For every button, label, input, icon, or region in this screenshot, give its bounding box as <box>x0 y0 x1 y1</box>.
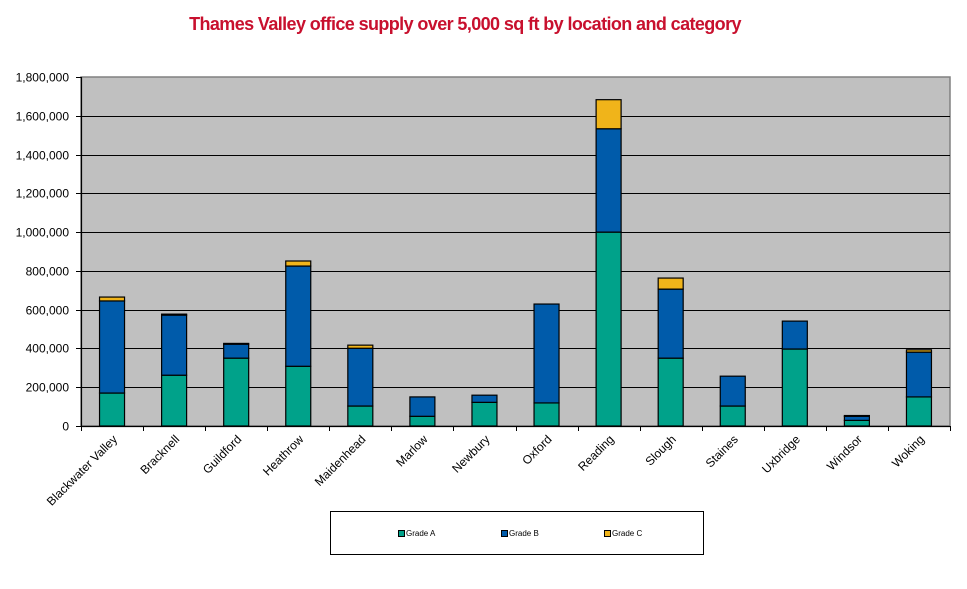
y-tick-label: 1,600,000 <box>16 110 70 124</box>
x-tick-label: Guildford <box>200 432 244 476</box>
bar-segment <box>719 375 746 407</box>
bar-segment <box>285 260 312 267</box>
gridlines <box>81 116 950 388</box>
x-tick-label: Uxbridge <box>759 432 803 476</box>
bar-segment <box>719 405 746 427</box>
bar-segment <box>905 396 933 427</box>
legend-swatch-grade-b <box>501 530 508 537</box>
bar-segment <box>781 348 808 427</box>
y-tick-label: 1,000,000 <box>16 226 70 240</box>
x-tick-label: Windsor <box>824 432 865 473</box>
legend-item-grade-a: Grade A <box>398 529 435 538</box>
bar-segment <box>595 99 622 130</box>
y-axis-ticks: 0 200,000 400,000 600,000 800,000 1,000,000 1,… <box>16 71 81 434</box>
bar-segment <box>409 415 436 427</box>
legend-item-grade-c: Grade C <box>604 529 642 538</box>
bar-segment <box>98 392 126 427</box>
bar-segment <box>285 365 312 427</box>
y-tick-label: 800,000 <box>26 265 70 279</box>
bar-segment <box>98 300 126 394</box>
legend-swatch-grade-c <box>604 530 611 537</box>
legend: Grade A Grade B Grade C <box>330 511 704 555</box>
x-tick-label: Blackwater Valley <box>44 432 120 508</box>
y-tick-label: 0 <box>62 420 69 434</box>
bar-segment <box>657 288 684 359</box>
x-tick-label: Marlow <box>393 432 430 469</box>
x-tick-label: Bracknell <box>137 432 182 477</box>
bar-segment <box>533 402 560 427</box>
x-tick-label: Oxford <box>519 432 554 467</box>
bar-segment <box>657 357 684 427</box>
y-tick-label: 1,200,000 <box>16 187 70 201</box>
y-tick-label: 400,000 <box>26 342 70 356</box>
bar-segment <box>347 347 374 407</box>
axes <box>80 77 950 428</box>
bar-segment <box>843 414 870 417</box>
x-tick-label: Heathrow <box>260 432 306 478</box>
x-axis-ticks: Blackwater Valley Bracknell Guildford Heath… <box>44 426 951 508</box>
bar-segment <box>781 320 808 350</box>
legend-label: Grade B <box>509 529 539 538</box>
y-tick-label: 1,400,000 <box>16 149 70 163</box>
bar-segment <box>843 415 870 421</box>
x-tick-label: Reading <box>575 432 617 474</box>
bar-segment <box>161 374 188 427</box>
bar-segment <box>595 128 622 233</box>
bar-segment <box>161 314 188 376</box>
chart-title: Thames Valley office supply over 5,000 s… <box>189 14 741 34</box>
bar-segment <box>843 419 870 427</box>
bar-segment <box>657 277 684 290</box>
bar-segment <box>223 357 250 427</box>
bar-segment <box>471 394 498 403</box>
bar-segment <box>347 344 374 349</box>
bar-series <box>98 99 933 427</box>
bar-segment <box>905 349 933 353</box>
y-tick-label: 200,000 <box>26 381 70 395</box>
bar-segment <box>471 401 498 427</box>
bar-segment <box>223 342 250 345</box>
x-tick-label: Maidenhead <box>312 432 369 489</box>
legend-label: Grade C <box>612 529 643 538</box>
bar-segment <box>161 313 188 316</box>
x-tick-label: Staines <box>703 432 741 470</box>
bar-segment <box>98 296 126 302</box>
x-tick-label: Newbury <box>449 432 492 475</box>
x-tick-label: Woking <box>889 432 927 470</box>
plot-area <box>80 76 951 427</box>
y-tick-label: 1,800,000 <box>16 71 70 85</box>
bar-segment <box>347 405 374 427</box>
bar-segment <box>595 231 622 427</box>
bar-segment <box>905 351 933 398</box>
legend-label: Grade A <box>406 529 436 538</box>
bar-segment <box>409 396 436 417</box>
y-tick-label: 600,000 <box>26 304 70 318</box>
bar-segment <box>533 303 560 404</box>
legend-item-grade-b: Grade B <box>501 529 539 538</box>
bar-segment <box>285 265 312 367</box>
legend-swatch-grade-a <box>398 530 405 537</box>
bar-segment <box>223 343 250 359</box>
x-tick-label: Slough <box>642 432 678 468</box>
